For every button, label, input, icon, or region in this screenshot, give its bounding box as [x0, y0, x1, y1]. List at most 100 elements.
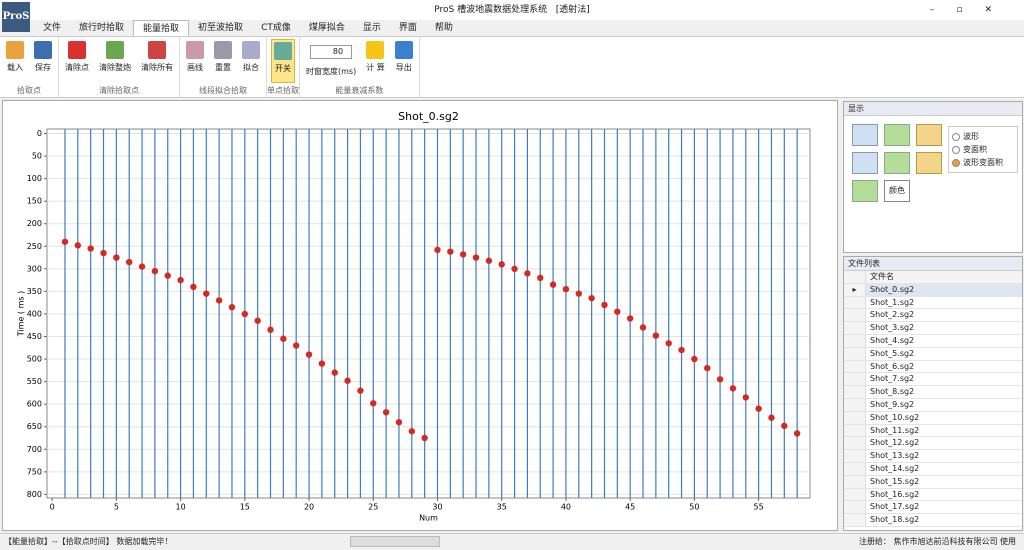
logo[interactable]: ProS: [2, 2, 30, 32]
row-gutter: [844, 386, 866, 398]
shrink-h[interactable]: [884, 152, 910, 174]
ribbon-button[interactable]: 开关: [271, 39, 295, 83]
radio-label: 波形: [963, 132, 979, 141]
button-icon: [214, 41, 232, 59]
file-row[interactable]: Shot_5.sg2: [844, 347, 1022, 361]
ribbon-group: 清除点 清除整炮 清除所有 清除拾取点: [59, 37, 180, 97]
file-row[interactable]: Shot_6.sg2: [844, 360, 1022, 374]
column-header: 文件名: [870, 272, 894, 281]
scrollbar[interactable]: [350, 536, 440, 547]
status-bar: 【能量拾取】--【拾取点时间】 数据加载完毕！ 注册给： 焦作市旭达前沿科技有限…: [0, 533, 1024, 549]
pick-point: [382, 409, 390, 416]
radio-option[interactable]: 变面积: [952, 143, 1014, 156]
radio-option[interactable]: 波形变面积: [952, 156, 1014, 169]
button-label: 清除整炮: [99, 63, 131, 72]
pick-point: [254, 317, 261, 324]
file-row[interactable]: ▸ Shot_0.sg2: [844, 283, 1022, 297]
menu-tab[interactable]: 初至波拾取: [198, 23, 244, 33]
pick-point: [151, 267, 159, 275]
chart-panel: Shot_0.sg2 0 50 100 150 200 250 300 350 400 450 500…: [2, 100, 838, 531]
spin-input[interactable]: 80: [310, 45, 353, 59]
x-tick-label: 40: [561, 503, 571, 512]
file-row[interactable]: Shot_2.sg2: [844, 309, 1022, 323]
button-label: 载入: [7, 63, 23, 72]
color-button[interactable]: 颜色: [884, 180, 910, 202]
y-tick-label: 550: [27, 377, 42, 386]
file-row[interactable]: Shot_14.sg2: [844, 462, 1022, 476]
ribbon-button[interactable]: 载入: [4, 39, 26, 83]
button-icon: [186, 41, 204, 59]
menu-tab[interactable]: 界面: [398, 23, 417, 33]
pick-point: [716, 376, 724, 383]
ribbon-button[interactable]: 拟合: [240, 39, 262, 83]
stretch-h[interactable]: [884, 124, 910, 146]
file-name: Shot_1.sg2: [870, 297, 915, 307]
file-row[interactable]: Shot_9.sg2: [844, 398, 1022, 412]
zoom-out[interactable]: [852, 152, 878, 174]
time-window-label: 时窗宽度(ms): [306, 67, 357, 76]
menu-tab[interactable]: 煤厚拟合: [308, 23, 345, 33]
menu-tab[interactable]: 能量拾取: [133, 20, 190, 36]
file-name: Shot_16.sg2: [870, 489, 920, 499]
button-label: 保存: [35, 63, 51, 72]
button-label: 清除点: [65, 63, 89, 72]
menu-tab[interactable]: 文件: [43, 23, 62, 33]
panel-title: 文件列表: [844, 257, 1022, 271]
fit[interactable]: [852, 180, 878, 202]
file-row[interactable]: Shot_4.sg2: [844, 334, 1022, 348]
menu-tab[interactable]: 帮助: [434, 23, 453, 33]
menu-tab[interactable]: 旅行时拾取: [79, 23, 125, 33]
pick-point: [331, 369, 338, 376]
file-row[interactable]: Shot_7.sg2: [844, 373, 1022, 387]
file-row[interactable]: Shot_11.sg2: [844, 424, 1022, 438]
pick-point: [408, 428, 416, 435]
menu-tab[interactable]: CT成像: [261, 23, 291, 33]
ribbon-button[interactable]: 重置: [212, 39, 234, 83]
file-row[interactable]: Shot_12.sg2: [844, 437, 1022, 451]
status-right: 注册给： 焦作市旭达前沿科技有限公司 使用: [858, 537, 1016, 546]
file-row[interactable]: Shot_1.sg2: [844, 296, 1022, 310]
file-row[interactable]: Shot_8.sg2: [844, 386, 1022, 399]
row-gutter: [844, 462, 866, 475]
y-axis-label: Time ( ms ): [17, 291, 26, 337]
row-gutter: ▸: [844, 283, 866, 296]
y-tick-label: 650: [27, 422, 42, 431]
ribbon-button[interactable]: 清除点: [63, 39, 91, 83]
y-tick-label: 600: [27, 400, 42, 409]
pick-point: [190, 283, 197, 291]
file-row[interactable]: Shot_18.sg2: [844, 514, 1022, 527]
file-row[interactable]: Shot_13.sg2: [844, 450, 1022, 463]
menu-tab[interactable]: 显示: [362, 23, 381, 33]
x-tick-label: 5: [114, 503, 119, 512]
pick-point: [61, 238, 69, 245]
ribbon-button[interactable]: 计 算: [364, 39, 387, 83]
file-row[interactable]: Shot_10.sg2: [844, 411, 1022, 425]
file-name: Shot_15.sg2: [870, 476, 920, 486]
file-row[interactable]: Shot_17.sg2: [844, 501, 1022, 515]
ribbon-button[interactable]: 画线: [184, 39, 206, 83]
button-icon: [394, 41, 413, 59]
window-controls[interactable]: –▫✕: [929, 5, 1014, 15]
ribbon-button[interactable]: 导出: [393, 39, 415, 83]
button-icon: [242, 41, 260, 59]
pick-point: [793, 430, 801, 437]
zoom-in[interactable]: [852, 124, 878, 146]
pick-point: [292, 342, 300, 349]
stretch-v[interactable]: [916, 124, 942, 146]
button-icon: [34, 41, 52, 59]
row-gutter: [844, 475, 866, 488]
button-label: 开关: [275, 64, 291, 73]
ribbon-button[interactable]: 清除整炮: [97, 39, 133, 83]
ribbon-button[interactable]: 清除所有: [139, 39, 175, 83]
radio-option[interactable]: 波形: [952, 130, 1014, 143]
pick-point: [126, 258, 133, 266]
file-row[interactable]: Shot_16.sg2: [844, 488, 1022, 502]
file-name: Shot_13.sg2: [870, 451, 920, 461]
ribbon-button[interactable]: 保存: [32, 39, 54, 83]
x-tick-label: 0: [50, 503, 55, 512]
file-row[interactable]: Shot_3.sg2: [844, 322, 1022, 335]
file-row[interactable]: Shot_15.sg2: [844, 475, 1022, 489]
y-tick-label: 50: [32, 152, 42, 161]
shrink-v[interactable]: [916, 152, 942, 174]
